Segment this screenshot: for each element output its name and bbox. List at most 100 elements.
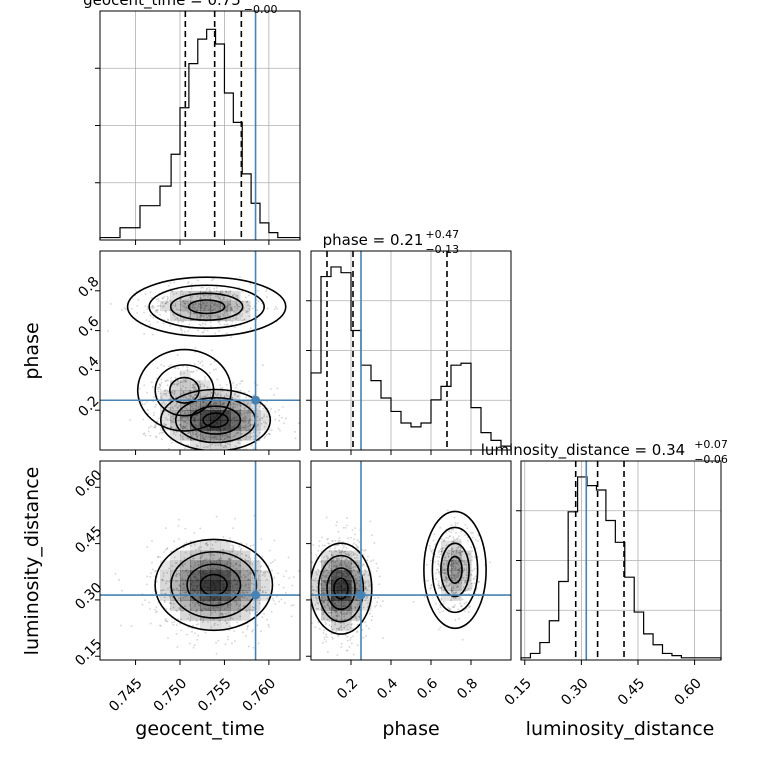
scatter-point: [335, 630, 338, 633]
scatter-point: [154, 424, 156, 427]
scatter-point: [442, 562, 445, 565]
scatter-point: [328, 566, 330, 569]
scatter-point: [232, 406, 235, 409]
scatter-point: [364, 570, 367, 573]
density-cell: [210, 580, 221, 591]
scatter-point: [248, 571, 251, 574]
scatter-point: [320, 578, 323, 580]
scatter-point: [453, 591, 455, 594]
scatter-point: [213, 402, 216, 405]
scatter-point: [323, 580, 326, 583]
scatter-point: [179, 328, 182, 331]
scatter-point: [194, 383, 196, 386]
scatter-point: [180, 332, 183, 335]
scatter-point: [284, 591, 287, 594]
scatter-point: [266, 618, 268, 621]
scatter-point: [150, 381, 153, 384]
scatter-point: [338, 537, 341, 539]
scatter-point: [325, 633, 327, 636]
scatter-point: [265, 578, 268, 581]
scatter-point: [300, 422, 302, 424]
scatter-point: [326, 568, 328, 571]
scatter-point: [171, 441, 173, 444]
scatter-point: [181, 416, 184, 419]
scatter-point: [334, 544, 336, 547]
scatter-point: [175, 396, 177, 398]
scatter-point: [220, 601, 222, 604]
scatter-point: [292, 558, 294, 560]
density-cell: [220, 290, 231, 302]
density-cell: [321, 570, 332, 581]
scatter-point: [355, 588, 358, 591]
scatter-point: [341, 556, 344, 559]
scatter-point: [221, 435, 224, 438]
density-cell: [220, 430, 231, 441]
scatter-point: [179, 600, 182, 603]
scatter-point: [311, 585, 314, 588]
scatter-point: [202, 315, 205, 318]
scatter-point: [190, 435, 193, 438]
scatter-point: [249, 411, 252, 414]
scatter-point: [455, 576, 458, 579]
scatter-point: [231, 320, 234, 323]
scatter-point: [442, 563, 445, 566]
scatter-point: [205, 435, 208, 438]
scatter-point: [174, 405, 176, 407]
scatter-point: [196, 436, 198, 439]
scatter-point: [465, 607, 468, 610]
scatter-point: [446, 577, 448, 580]
scatter-point: [248, 315, 251, 318]
scatter-point: [228, 537, 231, 540]
scatter-point: [169, 408, 172, 411]
scatter-point: [164, 453, 166, 455]
scatter-point: [182, 438, 184, 441]
scatter-point: [456, 576, 459, 578]
density-cell: [200, 300, 211, 312]
scatter-point: [328, 550, 331, 553]
scatter-point: [448, 608, 451, 611]
density-cell: [160, 410, 171, 421]
scatter-point: [258, 439, 260, 442]
scatter-point: [119, 624, 122, 627]
scatter-point: [323, 617, 325, 620]
scatter-point: [201, 401, 204, 403]
scatter-point: [452, 565, 455, 568]
scatter-point: [192, 384, 195, 386]
scatter-point: [364, 580, 367, 583]
scatter-point: [443, 572, 446, 575]
scatter-point: [183, 318, 185, 320]
scatter-point: [326, 618, 329, 621]
scatter-point: [460, 582, 463, 584]
scatter-point: [245, 417, 247, 419]
scatter-point: [304, 604, 306, 606]
scatter-point: [178, 518, 180, 521]
scatter-point: [354, 606, 357, 609]
scatter-point: [340, 628, 343, 631]
scatter-point: [202, 293, 204, 296]
scatter-point: [474, 575, 477, 578]
scatter-point: [429, 547, 432, 550]
scatter-point: [226, 305, 229, 308]
scatter-point: [364, 569, 366, 571]
scatter-point: [464, 580, 467, 583]
scatter-point: [317, 607, 320, 610]
scatter-point: [326, 538, 329, 541]
scatter-point: [456, 585, 459, 588]
scatter-point: [344, 613, 346, 616]
scatter-point: [448, 530, 451, 533]
scatter-point: [233, 630, 235, 632]
scatter-point: [228, 395, 230, 397]
scatter-point: [259, 403, 262, 406]
density-cell: [190, 310, 201, 322]
scatter-point: [184, 426, 186, 429]
scatter-point: [453, 567, 456, 570]
scatter-point: [187, 298, 190, 301]
scatter-point: [329, 549, 332, 552]
scatter-point: [204, 294, 206, 297]
scatter-point: [220, 395, 223, 398]
scatter-point: [344, 550, 347, 553]
scatter-point: [247, 583, 250, 586]
density-cell: [190, 560, 201, 571]
scatter-point: [209, 297, 212, 300]
scatter-point: [228, 433, 231, 436]
